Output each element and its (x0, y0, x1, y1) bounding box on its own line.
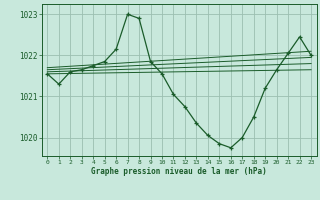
X-axis label: Graphe pression niveau de la mer (hPa): Graphe pression niveau de la mer (hPa) (91, 167, 267, 176)
